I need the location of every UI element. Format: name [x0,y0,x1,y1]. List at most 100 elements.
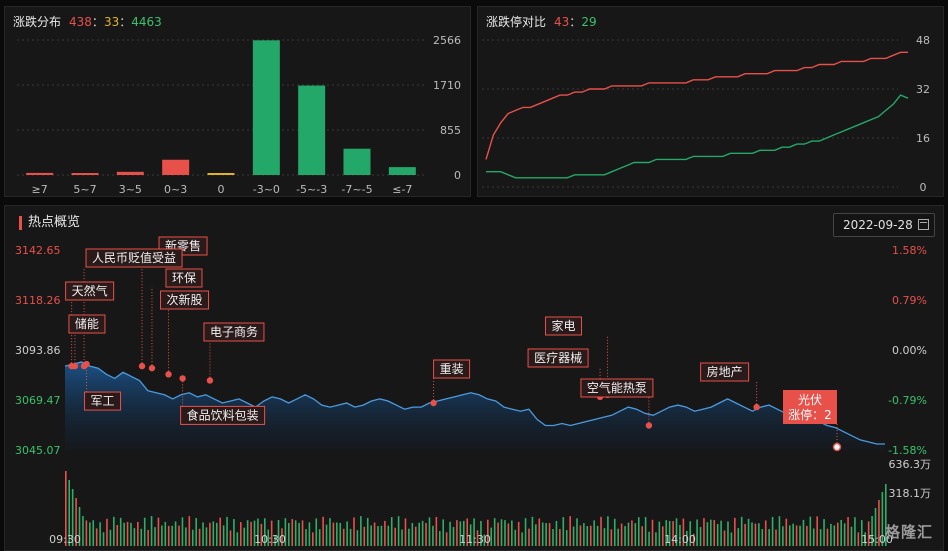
volume-bar [229,530,232,546]
volume-bar [686,530,688,546]
volume-bar [744,523,746,546]
volume-bar [885,484,887,546]
calendar-icon[interactable] [918,219,929,230]
volume-bar [263,518,266,546]
volume-bar [785,518,788,546]
volume-bar [607,516,609,546]
volume-bar [469,524,472,546]
volume-bar [336,522,338,546]
volume-bar [219,517,221,546]
x-tick-label: 15:00 [861,533,893,546]
volume-bar [624,526,626,546]
callout-detail: 涨停：2 [788,407,832,422]
volume-bar [370,525,372,546]
volume-bar [672,521,674,546]
volume-bar [651,519,654,546]
hotspot-box [180,405,266,425]
volume-bar [483,534,486,546]
date-value: 2022-09-28 [843,218,913,232]
volume-bar [147,529,149,546]
volume-bar [593,520,595,546]
volume-bar [833,525,836,546]
bar [116,171,144,175]
volume-bar [408,528,410,546]
volume-bar [421,520,424,546]
volume-bar [116,524,119,546]
hotspot-label: 房地产 [707,364,743,379]
y-right-label: 0.79% [892,294,927,307]
volume-bar [411,522,414,546]
volume-bar [294,520,297,546]
volume-bar [449,521,451,546]
volume-bar [751,522,753,546]
volume-bar [161,525,163,546]
volume-bar [75,498,77,546]
volume-bar [665,520,668,546]
volume-bar [274,535,276,546]
volume-bar [360,516,362,546]
bar [252,40,280,175]
volume-bar [288,522,290,546]
volume-bar [826,528,829,546]
volume-bar [102,532,105,546]
volume-bar [178,525,180,546]
volume-bar [710,519,712,546]
volume-bar [65,471,67,546]
volume-bar [689,521,692,546]
volume-bar [500,519,503,546]
volume-bar [816,516,818,546]
volume-bar [236,532,239,546]
sep-3: ： [569,15,582,29]
volume-bar [644,517,647,546]
series-line [486,94,909,179]
volume-bar [799,525,801,546]
x-tick-label: 14:00 [664,533,696,546]
hotspot-dot [430,399,437,407]
hotspot-label: 医疗器械 [534,350,582,365]
hotspot-panel: 热点概览 2022-09-28 3142.65 1.58% 3118.26 0.79%… [4,205,944,551]
y-tick-label: 855 [440,124,461,137]
volume-bar [528,528,530,546]
volume-bar [226,516,228,546]
volume-bar [713,520,716,546]
volume-bar [634,523,637,546]
volume-bar [617,528,619,546]
volume-bar [349,528,352,546]
volume-bar [246,520,249,546]
volume-bar [140,528,143,546]
volume-bar [205,527,208,546]
y-left-label: 3045.07 [15,444,61,457]
volume-bar [480,520,482,546]
volume-bar [874,508,877,546]
hotspot-box [165,268,203,288]
volume-bar [284,518,287,546]
volume-bar [758,523,760,546]
volume-bar [823,519,825,546]
volume-bar [353,517,355,546]
volume-bar [720,520,722,546]
x-tick-label: ≥7 [32,183,48,196]
hotspot-label: 家电 [552,318,576,333]
volume-bar [339,522,342,546]
volume-bar [428,517,431,546]
y-left-label: 3093.86 [15,344,61,357]
volume-bar [572,526,575,546]
volume-bar [150,516,153,546]
volume-bar [878,500,880,546]
volume-bar [298,522,300,546]
y-left-label: 3118.26 [15,294,61,307]
volume-bar [442,519,445,546]
volume-bar [466,518,469,546]
date-picker[interactable]: 2022-09-28 [833,213,935,237]
x-tick-label: ≤-7 [392,183,412,196]
volume-bar [569,516,571,546]
volume-bar [250,521,252,546]
sep-1: ： [91,15,104,29]
price-line [64,361,885,445]
volume-bar [734,517,736,546]
volume-bar [706,522,709,546]
volume-bar [840,519,842,546]
volume-bar [257,518,259,546]
hotspot-box [527,348,589,368]
volume-bar [692,533,695,546]
